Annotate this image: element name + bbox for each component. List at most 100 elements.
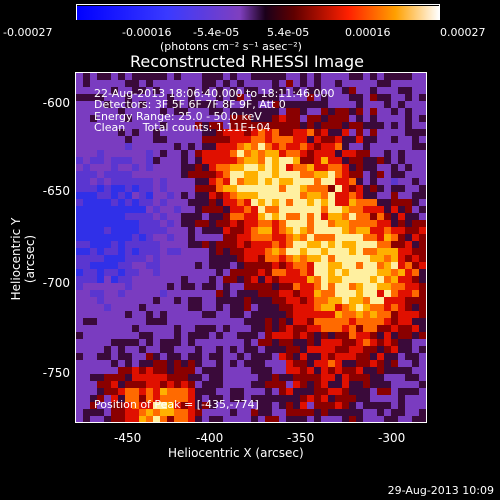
image-pixel	[279, 206, 286, 213]
image-pixel	[419, 80, 426, 87]
image-pixel	[272, 388, 279, 395]
image-pixel	[363, 185, 370, 192]
image-pixel	[216, 122, 223, 129]
image-pixel	[132, 283, 139, 290]
image-pixel	[307, 150, 314, 157]
image-pixel	[153, 346, 160, 353]
image-pixel	[202, 94, 209, 101]
image-pixel	[377, 416, 384, 422]
image-pixel	[419, 325, 426, 332]
x-tick: -450	[114, 431, 142, 445]
image-pixel	[405, 178, 412, 185]
image-pixel	[104, 150, 111, 157]
image-pixel	[412, 157, 419, 164]
image-pixel	[342, 101, 349, 108]
image-pixel	[209, 269, 216, 276]
image-pixel	[153, 297, 160, 304]
image-pixel	[223, 353, 230, 360]
image-pixel	[195, 367, 202, 374]
image-pixel	[258, 150, 265, 157]
image-pixel	[300, 325, 307, 332]
image-pixel	[160, 381, 167, 388]
image-pixel	[223, 318, 230, 325]
image-pixel	[223, 402, 230, 409]
image-pixel	[153, 402, 160, 409]
image-pixel	[195, 332, 202, 339]
image-pixel	[174, 416, 181, 422]
image-pixel	[174, 227, 181, 234]
image-pixel	[349, 248, 356, 255]
image-pixel	[300, 248, 307, 255]
image-pixel	[118, 227, 125, 234]
image-pixel	[90, 129, 97, 136]
image-pixel	[286, 311, 293, 318]
image-pixel	[356, 290, 363, 297]
image-pixel	[181, 129, 188, 136]
image-pixel	[132, 101, 139, 108]
image-pixel	[167, 129, 174, 136]
image-pixel	[251, 276, 258, 283]
image-pixel	[328, 409, 335, 416]
rhessi-image	[75, 72, 427, 423]
image-pixel	[251, 129, 258, 136]
image-pixel	[370, 234, 377, 241]
image-pixel	[118, 402, 125, 409]
image-pixel	[335, 122, 342, 129]
image-pixel	[76, 325, 83, 332]
image-pixel	[153, 388, 160, 395]
image-pixel	[251, 318, 258, 325]
image-pixel	[258, 171, 265, 178]
image-pixel	[90, 227, 97, 234]
image-pixel	[237, 283, 244, 290]
image-pixel	[125, 388, 132, 395]
image-pixel	[265, 87, 272, 94]
image-pixel	[356, 262, 363, 269]
image-pixel	[251, 206, 258, 213]
image-pixel	[153, 255, 160, 262]
image-pixel	[251, 87, 258, 94]
image-pixel	[419, 115, 426, 122]
image-pixel	[181, 227, 188, 234]
image-pixel	[146, 416, 153, 422]
image-pixel	[335, 73, 342, 80]
colorbar-tick: 5.4e-05	[267, 26, 310, 39]
image-pixel	[328, 283, 335, 290]
image-pixel	[202, 255, 209, 262]
image-pixel	[335, 227, 342, 234]
image-pixel	[216, 213, 223, 220]
image-pixel	[314, 115, 321, 122]
image-pixel	[216, 227, 223, 234]
image-pixel	[272, 241, 279, 248]
image-pixel	[160, 290, 167, 297]
image-pixel	[398, 87, 405, 94]
image-pixel	[146, 269, 153, 276]
image-pixel	[398, 297, 405, 304]
image-pixel	[349, 185, 356, 192]
image-pixel	[363, 318, 370, 325]
image-pixel	[188, 409, 195, 416]
image-pixel	[314, 80, 321, 87]
image-pixel	[370, 199, 377, 206]
image-pixel	[125, 367, 132, 374]
image-pixel	[244, 192, 251, 199]
image-pixel	[111, 290, 118, 297]
image-pixel	[251, 213, 258, 220]
image-pixel	[202, 416, 209, 422]
image-pixel	[90, 374, 97, 381]
image-pixel	[251, 311, 258, 318]
image-pixel	[314, 199, 321, 206]
image-pixel	[335, 220, 342, 227]
image-pixel	[293, 332, 300, 339]
image-pixel	[286, 325, 293, 332]
image-pixel	[335, 178, 342, 185]
image-pixel	[272, 248, 279, 255]
image-pixel	[363, 199, 370, 206]
image-pixel	[335, 199, 342, 206]
image-pixel	[335, 185, 342, 192]
image-pixel	[384, 276, 391, 283]
image-pixel	[153, 213, 160, 220]
image-pixel	[356, 255, 363, 262]
image-pixel	[132, 157, 139, 164]
image-pixel	[90, 283, 97, 290]
image-pixel	[412, 339, 419, 346]
